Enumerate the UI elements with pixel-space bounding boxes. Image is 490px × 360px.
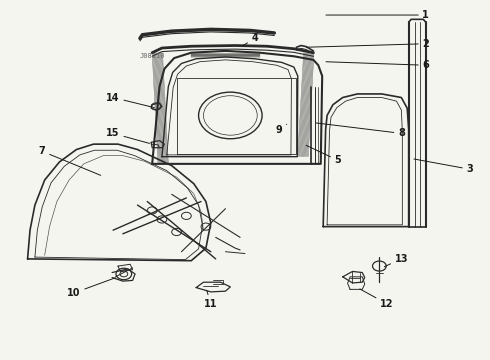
Text: 13: 13 [384, 254, 408, 267]
Text: 10: 10 [67, 278, 115, 298]
Text: 6: 6 [326, 60, 429, 70]
Text: 8: 8 [316, 123, 405, 138]
Text: 1: 1 [326, 10, 429, 20]
Text: 11: 11 [204, 290, 218, 309]
Text: J08110: J08110 [140, 53, 166, 59]
Text: 7: 7 [39, 146, 101, 175]
Text: 9: 9 [276, 124, 287, 135]
Text: 3: 3 [414, 159, 473, 174]
Text: 15: 15 [106, 129, 149, 143]
Text: 5: 5 [306, 145, 341, 165]
Text: 4: 4 [243, 33, 258, 46]
Text: 14: 14 [106, 93, 154, 108]
Text: 12: 12 [360, 289, 393, 309]
Text: 2: 2 [306, 39, 429, 49]
